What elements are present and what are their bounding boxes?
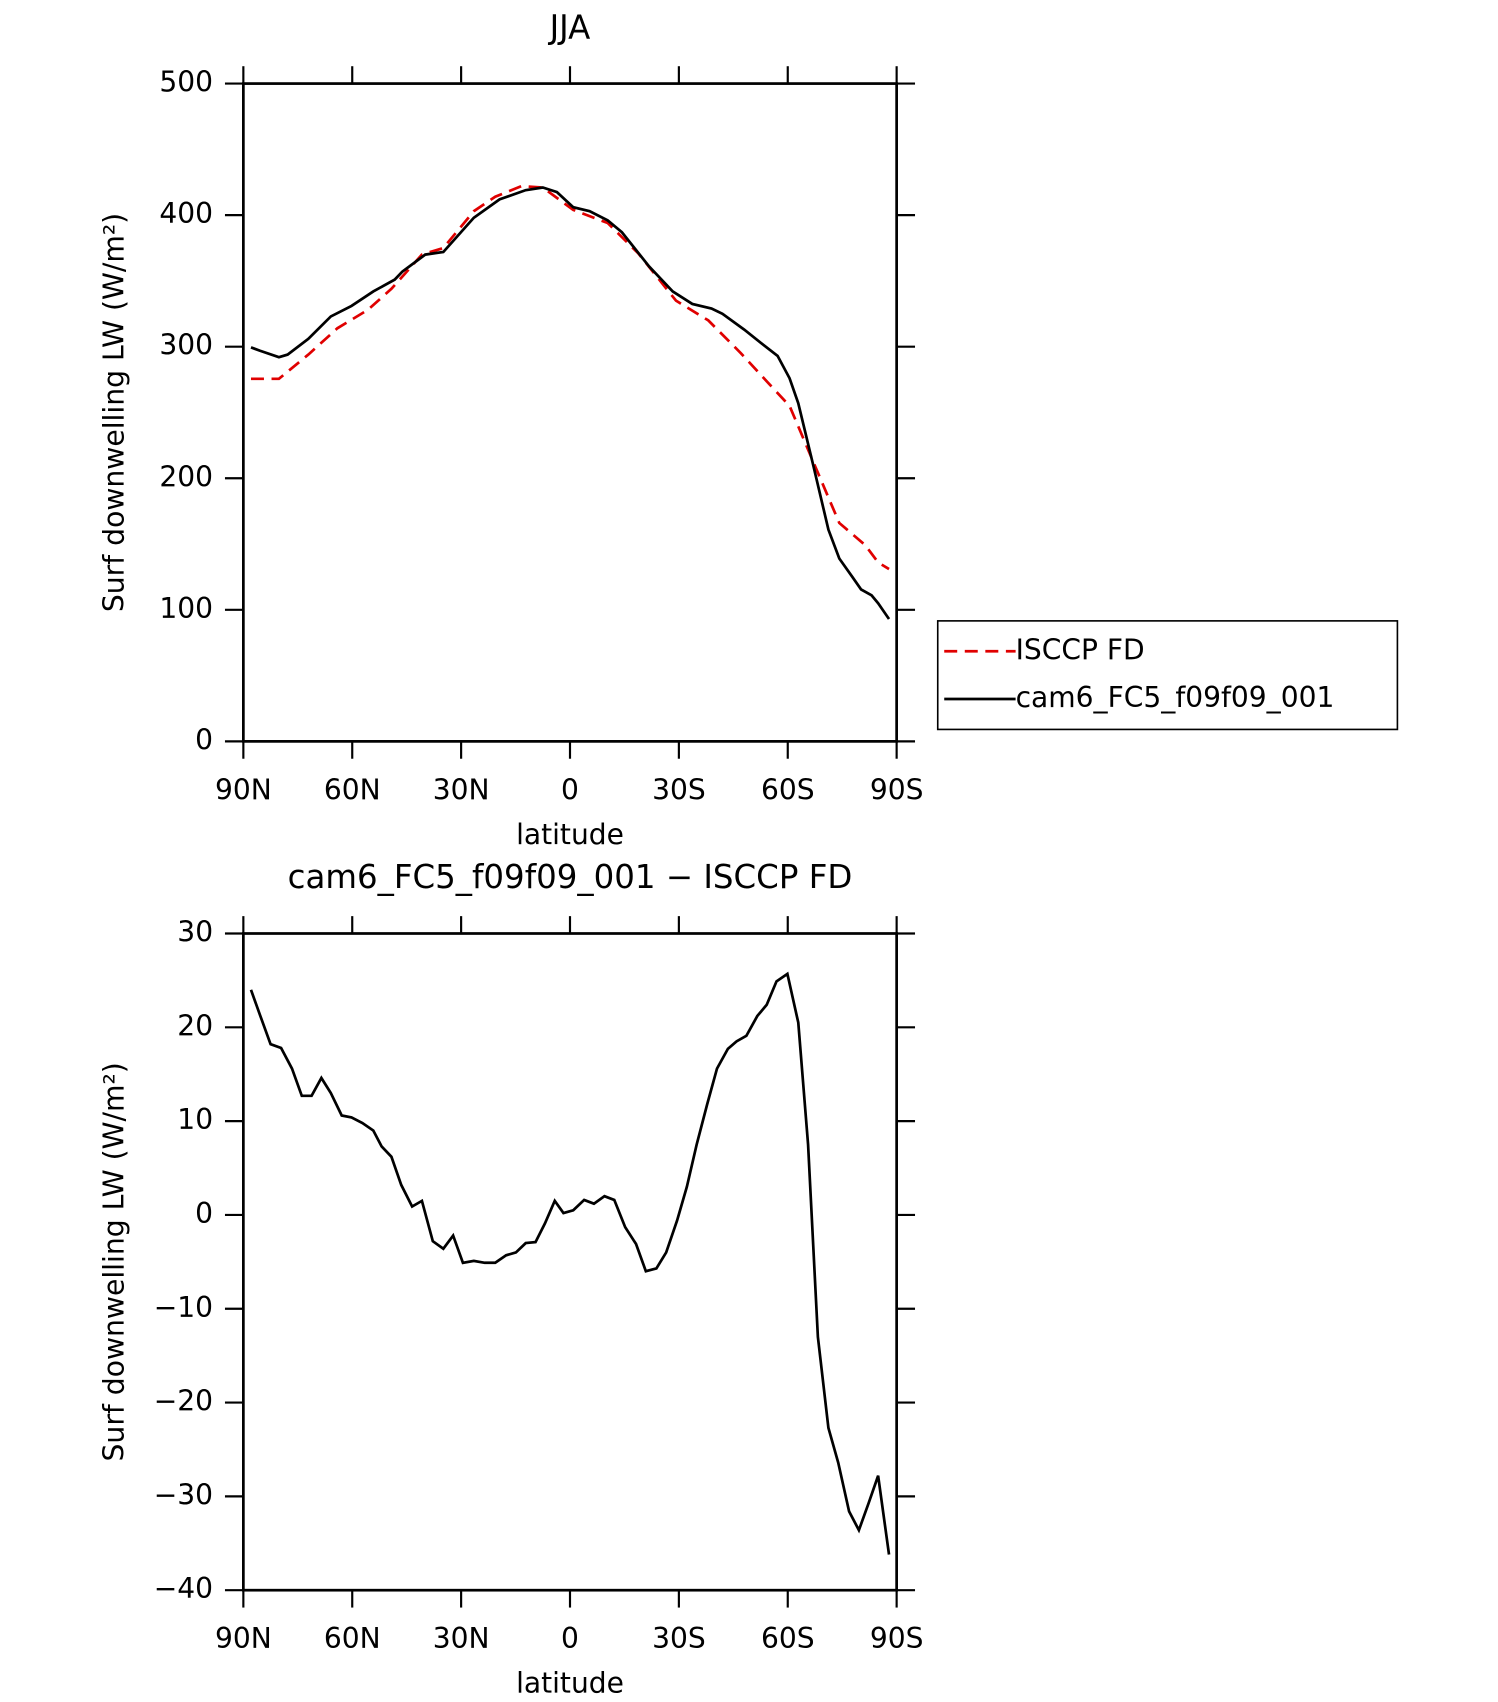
legend-label: ISCCP FD xyxy=(1016,633,1145,666)
x-tick-label: 30N xyxy=(433,773,490,806)
legend-box xyxy=(936,620,1399,731)
plot-frame xyxy=(242,82,898,743)
x-tick-label: 60S xyxy=(761,773,815,806)
y-tick-label: 200 xyxy=(159,460,213,493)
y-tick-label: −30 xyxy=(154,1478,213,1511)
y-tick-label: 20 xyxy=(177,1009,213,1042)
x-tick-label: 60S xyxy=(761,1622,815,1655)
y-tick-label: 500 xyxy=(159,66,213,99)
y-tick-label: 0 xyxy=(195,1197,213,1230)
y-tick-label: 400 xyxy=(159,197,213,230)
x-tick-label: 90S xyxy=(870,773,924,806)
legend-label: cam6_FC5_f09f09_001 xyxy=(1016,681,1335,714)
chart-title: cam6_FC5_f09f09_001 − ISCCP FD xyxy=(288,858,853,896)
x-tick-label: 90S xyxy=(870,1622,924,1655)
y-tick-label: 0 xyxy=(195,723,213,756)
x-tick-label: 30S xyxy=(652,773,706,806)
x-tick-label: 30N xyxy=(433,1622,490,1655)
data-line xyxy=(250,186,891,620)
data-line xyxy=(250,184,890,571)
x-tick-label: 60N xyxy=(324,773,381,806)
y-tick-label: 10 xyxy=(177,1103,213,1136)
y-tick-label: 30 xyxy=(177,915,213,948)
x-tick-label: 90N xyxy=(215,1622,272,1655)
y-tick-label: 300 xyxy=(159,329,213,362)
chart-title: JJA xyxy=(548,8,591,46)
x-axis-label: latitude xyxy=(516,818,624,851)
y-tick-label: 100 xyxy=(159,592,213,625)
y-tick-label: −20 xyxy=(154,1385,213,1418)
y-tick-label: −10 xyxy=(154,1291,213,1324)
x-tick-label: 0 xyxy=(561,1622,579,1655)
data-line xyxy=(249,971,891,1555)
y-axis-label: Surf downwelling LW (W/m²) xyxy=(98,213,131,612)
y-axis-label: Surf downwelling LW (W/m²) xyxy=(98,1062,131,1461)
x-tick-label: 60N xyxy=(324,1622,381,1655)
x-tick-label: 30S xyxy=(652,1622,706,1655)
x-axis-label: latitude xyxy=(516,1667,624,1700)
y-tick-label: −40 xyxy=(154,1572,213,1605)
x-tick-label: 0 xyxy=(561,773,579,806)
x-tick-label: 90N xyxy=(215,773,272,806)
